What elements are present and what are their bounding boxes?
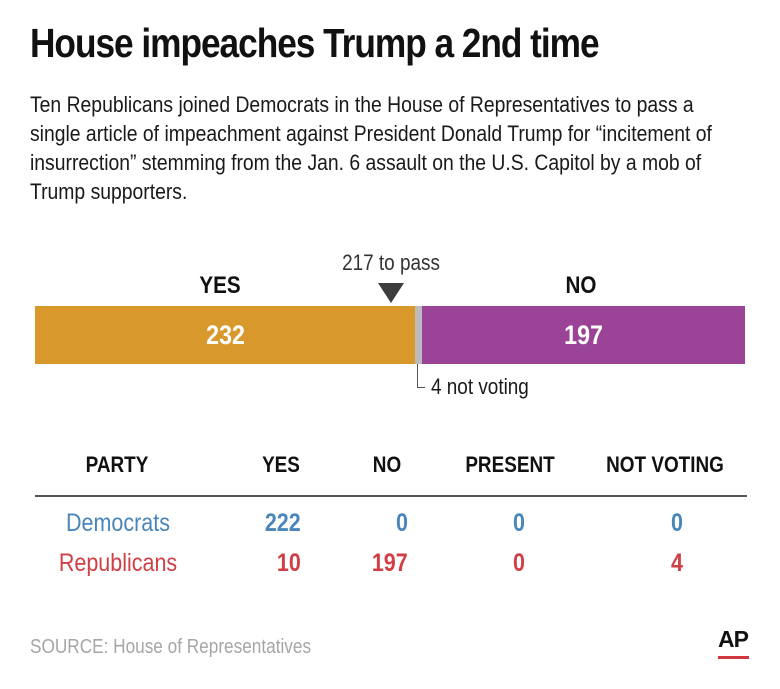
table-header-party: PARTY [85, 452, 149, 477]
threshold-marker-icon [378, 283, 405, 303]
yes-header: YES [199, 272, 241, 299]
table-header-present: PRESENT [465, 452, 555, 477]
bar-yes-value: 232 [205, 319, 245, 350]
bar-no-value: 197 [564, 319, 603, 350]
not-voting-bracket [416, 364, 425, 388]
party-name: Republicans [58, 549, 178, 577]
table-header-yes: YES [262, 452, 300, 477]
present-count: 0 [513, 549, 525, 577]
not-voting-label: 4 not voting [430, 374, 529, 399]
party-name: Democrats [66, 509, 170, 537]
no-count: 0 [396, 509, 408, 537]
source-note: SOURCE: House of Representatives [30, 636, 312, 658]
table-header-no: NO [372, 452, 402, 477]
table-header-not-voting: NOT VOTING [606, 452, 724, 477]
ap-logo-underline [718, 656, 749, 659]
not-voting-count: 0 [671, 509, 683, 537]
ap-logo: AP [718, 626, 749, 652]
yes-count: 222 [265, 509, 301, 537]
yes-count: 10 [277, 549, 301, 577]
page-title: House impeaches Trump a 2nd time [30, 20, 600, 66]
present-count: 0 [513, 509, 525, 537]
not-voting-count: 4 [671, 549, 683, 577]
bar-no: 197 [421, 306, 745, 364]
bar-not-voting [415, 306, 422, 364]
no-count: 197 [372, 549, 408, 577]
page-subtitle: Ten Republicans joined Democrats in the … [30, 92, 712, 204]
bar-yes: 232 [35, 306, 416, 364]
no-header: NO [565, 272, 597, 299]
table-divider [35, 495, 747, 497]
threshold-label: 217 to pass [342, 250, 441, 275]
